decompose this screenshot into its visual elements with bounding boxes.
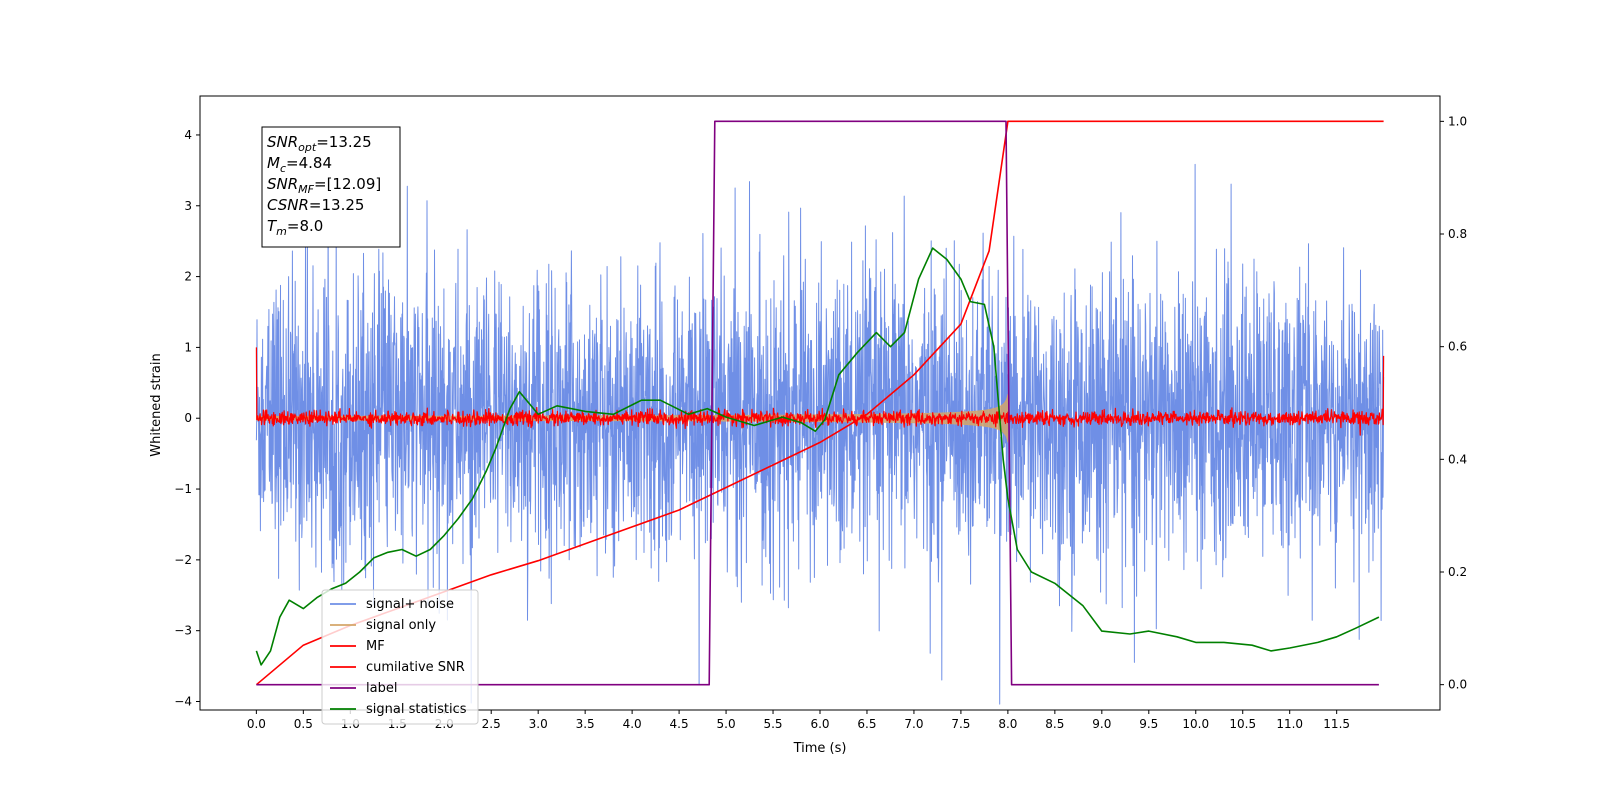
x-tick-label: 5.5 <box>763 717 782 731</box>
annotation-line: SNRMF=[12.09] <box>267 175 381 196</box>
y-axis-label: Whitened strain <box>149 353 164 456</box>
y2-tick-label: 0.0 <box>1448 678 1467 692</box>
mf-series <box>255 347 1385 436</box>
x-tick-label: 2.5 <box>482 717 501 731</box>
annotation-line: CSNR=13.25 <box>267 196 364 214</box>
x-tick-label: 8.5 <box>1045 717 1064 731</box>
y-tick-label: 3 <box>184 199 192 213</box>
x-tick-label: 6.5 <box>857 717 876 731</box>
y-tick-label: −3 <box>174 624 192 638</box>
y-tick-label: 1 <box>184 340 192 354</box>
x-tick-label: 11.0 <box>1276 717 1303 731</box>
x-tick-label: 0.0 <box>247 717 266 731</box>
annotation-frame <box>261 126 401 248</box>
x-tick-label: 4.5 <box>670 717 689 731</box>
y2-tick-label: 0.8 <box>1448 227 1467 241</box>
x-tick-label: 9.5 <box>1139 717 1158 731</box>
annotation-line: Mc=4.84 <box>267 154 332 175</box>
legend-label-signal-only: signal only <box>366 618 436 633</box>
annotation-line: SNRopt=13.25 <box>267 133 372 154</box>
y-tick-label: 0 <box>184 411 192 425</box>
x-tick-label: 6.0 <box>810 717 829 731</box>
x-tick-label: 4.0 <box>623 717 642 731</box>
annotation-line: Tm=8.0 <box>267 217 323 238</box>
label-series <box>256 120 1379 686</box>
x-tick-label: 11.5 <box>1323 717 1350 731</box>
x-tick-label: 10.0 <box>1182 717 1209 731</box>
y-axis-left: −4 −3 −2 −1 0 1 2 3 4 <box>174 128 200 709</box>
x-tick-label: 3.5 <box>576 717 595 731</box>
legend-label-signal-statistics: signal statistics <box>366 702 467 717</box>
y2-tick-label: 0.4 <box>1448 452 1467 466</box>
x-tick-label: 7.5 <box>951 717 970 731</box>
y-tick-label: −1 <box>174 482 192 496</box>
legend-label-label: label <box>366 681 397 696</box>
signal-statistics-series <box>255 247 1380 666</box>
y-tick-label: −2 <box>174 553 192 567</box>
y2-tick-label: 0.6 <box>1448 340 1467 354</box>
y-axis-right: 0.0 0.2 0.4 0.6 0.8 1.0 <box>1440 114 1467 692</box>
x-tick-label: 7.0 <box>904 717 923 731</box>
x-tick-label: 8.0 <box>998 717 1017 731</box>
legend-label-mf: MF <box>366 639 385 654</box>
legend: signal+ noise signal only MF cumilative SNR… <box>321 589 479 725</box>
y-tick-label: 4 <box>184 128 192 142</box>
x-tick-label: 5.0 <box>717 717 736 731</box>
legend-label-signal-noise: signal+ noise <box>366 597 454 612</box>
signal-noise-series <box>255 163 1385 705</box>
x-tick-label: 3.0 <box>529 717 548 731</box>
x-tick-label: 0.5 <box>294 717 313 731</box>
legend-frame <box>321 589 479 725</box>
x-axis-label: Time (s) <box>793 741 847 756</box>
stats-annotation-box: SNRopt=13.25Mc=4.84SNRMF=[12.09]CSNR=13.… <box>261 126 401 248</box>
legend-label-cumilative-snr: cumilative SNR <box>366 660 465 675</box>
x-tick-label: 9.0 <box>1092 717 1111 731</box>
x-tick-label: 10.5 <box>1229 717 1256 731</box>
y-tick-label: 2 <box>184 270 192 284</box>
y2-tick-label: 0.2 <box>1448 565 1467 579</box>
y2-tick-label: 1.0 <box>1448 114 1467 128</box>
y-tick-label: −4 <box>174 695 192 709</box>
